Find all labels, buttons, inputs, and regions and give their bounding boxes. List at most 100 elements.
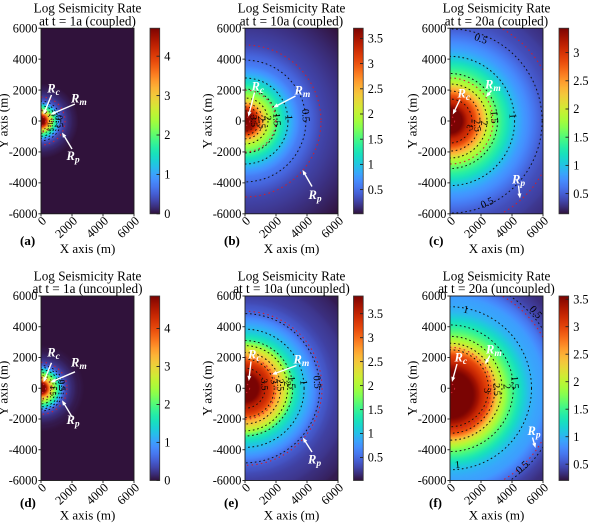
svg-text:1: 1 — [282, 115, 293, 121]
svg-text:0: 0 — [235, 381, 241, 395]
svg-text:2.5: 2.5 — [368, 355, 383, 369]
svg-text:0.5: 0.5 — [56, 379, 67, 392]
svg-text:0: 0 — [235, 114, 241, 128]
svg-text:2000: 2000 — [422, 83, 447, 97]
svg-text:(f): (f) — [429, 495, 442, 510]
svg-text:1.5: 1.5 — [508, 376, 520, 390]
svg-text:0.5: 0.5 — [473, 32, 489, 47]
svg-text:Y axis (m): Y axis (m) — [200, 93, 215, 148]
svg-text:1.5: 1.5 — [285, 376, 297, 390]
svg-text:0.5: 0.5 — [310, 375, 322, 389]
svg-text:2.5: 2.5 — [490, 383, 502, 396]
svg-text:3: 3 — [368, 57, 374, 71]
svg-text:2000: 2000 — [13, 83, 38, 97]
svg-text:4000: 4000 — [13, 320, 38, 334]
svg-text:-6000: -6000 — [418, 474, 447, 488]
svg-text:-6000: -6000 — [213, 474, 242, 488]
svg-text:3: 3 — [368, 331, 374, 345]
svg-text:1: 1 — [573, 430, 579, 444]
svg-text:3.5: 3.5 — [368, 32, 383, 46]
svg-text:-2000: -2000 — [213, 412, 242, 426]
svg-text:(d): (d) — [20, 495, 36, 510]
svg-text:Log Seismicity Rate: Log Seismicity Rate — [443, 269, 551, 284]
svg-text:2.5: 2.5 — [471, 119, 483, 132]
svg-text:2: 2 — [368, 107, 374, 121]
svg-text:at t = 1a (uncoupled): at t = 1a (uncoupled) — [33, 281, 143, 296]
svg-text:2: 2 — [573, 102, 579, 116]
svg-text:1: 1 — [454, 460, 460, 471]
svg-text:0.5: 0.5 — [53, 115, 65, 129]
svg-text:X axis (m): X axis (m) — [60, 241, 116, 256]
svg-text:6000: 6000 — [422, 21, 447, 35]
svg-text:-4000: -4000 — [213, 443, 242, 457]
svg-text:at t = 20a (coupled): at t = 20a (coupled) — [445, 13, 548, 28]
svg-text:6000: 6000 — [13, 289, 38, 303]
svg-text:2.5: 2.5 — [255, 116, 267, 129]
svg-text:1: 1 — [368, 427, 374, 441]
svg-text:4: 4 — [164, 322, 170, 336]
svg-text:1: 1 — [164, 436, 170, 450]
svg-text:2: 2 — [164, 128, 170, 142]
svg-text:3: 3 — [573, 46, 579, 60]
svg-text:3: 3 — [164, 89, 170, 103]
svg-text:Log Seismicity Rate: Log Seismicity Rate — [34, 269, 142, 284]
svg-text:2: 2 — [281, 381, 292, 387]
svg-text:2000: 2000 — [217, 351, 242, 365]
svg-text:0.5: 0.5 — [368, 451, 383, 465]
svg-text:0.5: 0.5 — [479, 196, 495, 211]
svg-text:1: 1 — [462, 305, 469, 317]
svg-text:4000: 4000 — [217, 320, 242, 334]
svg-text:2: 2 — [573, 375, 579, 389]
svg-text:-4000: -4000 — [9, 443, 38, 457]
svg-text:-4000: -4000 — [418, 176, 447, 190]
svg-text:1.5: 1.5 — [46, 121, 56, 132]
svg-text:-6000: -6000 — [418, 207, 447, 221]
svg-text:3.5: 3.5 — [258, 378, 269, 391]
svg-text:Log Seismicity Rate: Log Seismicity Rate — [238, 1, 346, 16]
svg-text:(c): (c) — [429, 233, 443, 248]
svg-text:Log Seismicity Rate: Log Seismicity Rate — [443, 1, 551, 16]
svg-text:(a): (a) — [20, 233, 35, 248]
svg-text:6000: 6000 — [217, 289, 242, 303]
svg-text:Y axis (m): Y axis (m) — [405, 361, 420, 416]
svg-text:4000: 4000 — [217, 52, 242, 66]
svg-text:0: 0 — [31, 114, 37, 128]
svg-text:2.5: 2.5 — [573, 74, 588, 88]
svg-text:1.5: 1.5 — [573, 130, 588, 144]
svg-text:-2000: -2000 — [418, 412, 447, 426]
svg-text:-4000: -4000 — [213, 176, 242, 190]
svg-text:3.5: 3.5 — [368, 307, 383, 321]
svg-text:-6000: -6000 — [9, 474, 38, 488]
svg-text:1: 1 — [297, 380, 308, 386]
svg-text:2: 2 — [478, 120, 489, 126]
svg-text:X axis (m): X axis (m) — [469, 241, 525, 256]
svg-text:Log Seismicity Rate: Log Seismicity Rate — [238, 269, 346, 284]
svg-text:1.5: 1.5 — [573, 402, 588, 416]
svg-text:(e): (e) — [224, 495, 238, 510]
svg-text:6000: 6000 — [422, 289, 447, 303]
svg-text:-2000: -2000 — [213, 145, 242, 159]
svg-text:0.5: 0.5 — [573, 457, 588, 471]
svg-text:at t = 10a (uncoupled): at t = 10a (uncoupled) — [233, 281, 350, 296]
svg-text:2: 2 — [262, 115, 273, 121]
svg-text:1: 1 — [573, 159, 579, 173]
svg-text:0.5: 0.5 — [299, 109, 311, 123]
svg-text:3: 3 — [466, 123, 477, 131]
svg-text:4000: 4000 — [422, 320, 447, 334]
svg-text:2: 2 — [164, 398, 170, 412]
svg-text:3: 3 — [268, 378, 279, 385]
svg-text:0.5: 0.5 — [368, 183, 383, 197]
svg-text:Y axis (m): Y axis (m) — [200, 361, 215, 416]
svg-text:0: 0 — [31, 381, 37, 395]
svg-text:0: 0 — [164, 474, 170, 488]
svg-text:2.5: 2.5 — [368, 82, 383, 96]
svg-text:2.5: 2.5 — [274, 378, 286, 391]
svg-text:4: 4 — [164, 49, 170, 63]
svg-text:0: 0 — [440, 114, 446, 128]
svg-text:2: 2 — [368, 379, 374, 393]
svg-text:-4000: -4000 — [418, 443, 447, 457]
svg-text:1.5: 1.5 — [48, 385, 59, 396]
svg-text:1: 1 — [50, 111, 60, 118]
svg-text:-6000: -6000 — [213, 207, 242, 221]
svg-text:X axis (m): X axis (m) — [264, 241, 320, 256]
